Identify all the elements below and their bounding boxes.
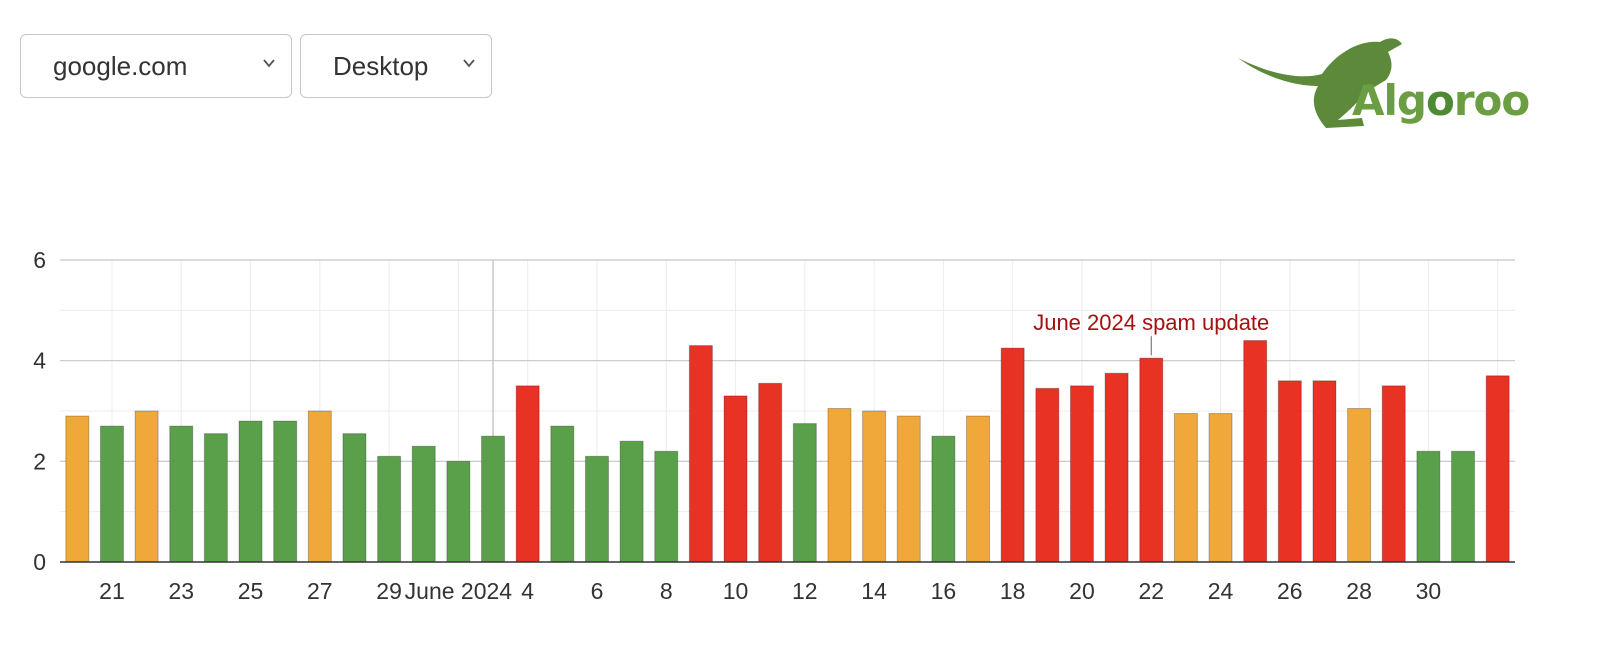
- domain-select[interactable]: google.com: [20, 34, 292, 98]
- y-tick-label: 4: [33, 348, 46, 374]
- bar: [99, 425, 124, 563]
- x-tick-label: 4: [521, 578, 534, 604]
- bar: [411, 445, 436, 563]
- y-tick-label: 2: [33, 448, 46, 474]
- x-tick-label: 6: [591, 578, 604, 604]
- bar: [1277, 380, 1302, 563]
- x-tick-label: 20: [1069, 578, 1095, 604]
- bar: [862, 410, 887, 563]
- x-tick-label: 24: [1208, 578, 1234, 604]
- bar: [1104, 372, 1129, 563]
- bar: [1139, 357, 1164, 563]
- logo-wordmark: Algoroo: [1352, 76, 1530, 125]
- bar: [307, 410, 332, 563]
- bar: [827, 407, 852, 563]
- x-tick-label: 27: [307, 578, 333, 604]
- bar: [966, 415, 991, 563]
- bar: [896, 415, 921, 563]
- x-tick-label: 29: [376, 578, 402, 604]
- x-tick-label: 10: [723, 578, 749, 604]
- x-tick-label: 22: [1138, 578, 1164, 604]
- x-tick-label: 16: [931, 578, 957, 604]
- bar: [134, 410, 159, 563]
- bar: [203, 433, 228, 563]
- x-tick-label: June 2024: [405, 578, 513, 604]
- bar: [723, 395, 748, 563]
- bar: [169, 425, 194, 563]
- bar: [654, 450, 679, 563]
- bar: [619, 440, 644, 563]
- bar: [1208, 413, 1233, 563]
- x-tick-label: 28: [1346, 578, 1372, 604]
- bar: [377, 455, 402, 563]
- chevron-down-icon: [463, 59, 475, 68]
- chevron-down-icon: [263, 59, 275, 68]
- bar: [1485, 375, 1510, 563]
- bar: [342, 433, 367, 563]
- bar: [931, 435, 956, 563]
- x-tick-label: 30: [1416, 578, 1442, 604]
- x-tick-label: 21: [99, 578, 125, 604]
- bar: [1035, 387, 1060, 563]
- domain-select-value: google.com: [53, 50, 188, 81]
- bar: [238, 420, 263, 563]
- annotation-label: June 2024 spam update: [1033, 310, 1269, 335]
- bar: [446, 460, 471, 563]
- bar: [1451, 450, 1476, 563]
- bar: [515, 385, 540, 563]
- bar: [481, 435, 506, 563]
- bar: [1416, 450, 1441, 563]
- bar: [1069, 385, 1094, 563]
- x-tick-label: 18: [1000, 578, 1026, 604]
- y-tick-label: 0: [33, 549, 46, 575]
- x-tick-label: 25: [238, 578, 264, 604]
- bar: [584, 455, 609, 563]
- bar: [792, 423, 817, 563]
- x-tick-label: 26: [1277, 578, 1303, 604]
- x-tick-label: 14: [861, 578, 887, 604]
- y-tick-label: 6: [33, 247, 46, 273]
- bar: [1347, 407, 1372, 563]
- bar: [550, 425, 575, 563]
- bar: [1312, 380, 1337, 563]
- device-select[interactable]: Desktop: [300, 34, 492, 98]
- x-tick-label: 12: [792, 578, 818, 604]
- kangaroo-logo-icon: [1238, 38, 1402, 128]
- bar: [1243, 340, 1268, 563]
- bar: [1381, 385, 1406, 563]
- bar: [1000, 347, 1025, 563]
- bar: [1173, 413, 1198, 563]
- bar: [758, 382, 783, 563]
- x-tick-label: 23: [168, 578, 194, 604]
- bar: [688, 345, 713, 563]
- x-tick-label: 8: [660, 578, 673, 604]
- bar: [65, 415, 90, 563]
- bar: [273, 420, 298, 563]
- device-select-value: Desktop: [333, 50, 429, 81]
